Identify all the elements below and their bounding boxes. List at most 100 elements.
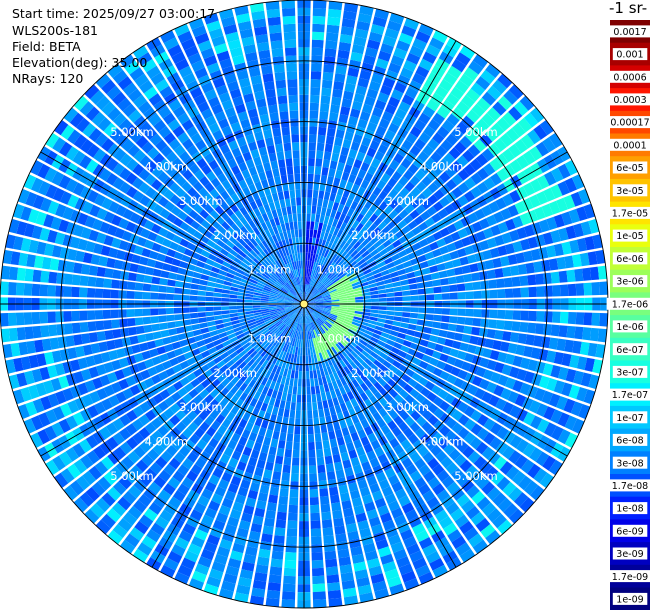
ppi-cell — [306, 268, 309, 277]
ppi-cell — [304, 331, 307, 340]
ppi-cell — [383, 205, 394, 215]
ppi-cell — [378, 397, 389, 408]
ppi-cell — [194, 427, 205, 439]
ppi-cell — [432, 321, 441, 329]
ppi-cell — [351, 321, 360, 327]
ppi-cell — [225, 359, 235, 368]
ppi-cell — [234, 329, 244, 337]
ppi-cell — [206, 360, 216, 369]
ppi-cell — [224, 490, 236, 501]
ppi-cell — [177, 483, 190, 496]
ppi-cell — [340, 572, 354, 582]
ppi-cell — [313, 310, 321, 316]
ppi-cell — [359, 592, 374, 603]
ppi-cell — [199, 421, 210, 433]
ppi-cell — [415, 415, 427, 427]
ppi-cell — [514, 454, 528, 469]
ppi-cell — [261, 310, 270, 314]
ppi-cell — [275, 455, 284, 465]
ppi-cell — [256, 282, 265, 288]
colorbar-label-background — [612, 433, 648, 446]
ppi-cell — [368, 193, 378, 203]
ppi-cell — [261, 291, 270, 296]
ppi-cell — [322, 159, 331, 168]
ppi-cell — [224, 73, 237, 85]
ppi-cell — [214, 194, 225, 205]
ppi-cell — [574, 326, 584, 340]
ppi-cell — [92, 430, 105, 445]
ppi-cell — [228, 140, 239, 151]
ppi-cell — [187, 198, 198, 209]
ppi-cell — [86, 143, 100, 158]
colorbar-label-background — [609, 138, 650, 151]
ppi-cell — [364, 501, 376, 512]
ppi-cell — [412, 38, 427, 51]
ppi-cell — [77, 357, 88, 370]
ppi-cell — [151, 276, 161, 285]
ppi-cell — [277, 293, 286, 298]
ppi-cell — [133, 445, 146, 459]
ppi-cell — [134, 282, 144, 291]
ppi-cell — [67, 400, 80, 414]
ppi-cell — [211, 334, 220, 342]
ppi-cell — [375, 58, 389, 70]
ppi-cell — [457, 427, 470, 440]
ppi-cell — [113, 259, 124, 270]
colorbar-label-background — [612, 547, 648, 560]
ppi-cell — [394, 488, 407, 500]
ppi-cell — [354, 421, 363, 432]
ppi-cell — [268, 255, 275, 264]
ppi-cell — [534, 388, 546, 402]
colorbar-label-background — [606, 206, 650, 219]
ppi-cell — [584, 236, 595, 251]
ppi-cell — [312, 279, 318, 287]
ppi-cell — [174, 23, 190, 37]
ppi-cell — [449, 308, 458, 316]
ppi-cell — [429, 557, 445, 571]
ppi-cell — [475, 153, 489, 167]
ppi-cell — [113, 148, 127, 162]
ppi-cell — [286, 369, 292, 378]
ppi-cell — [550, 324, 560, 337]
ppi-cell — [404, 17, 420, 30]
ppi-cell — [265, 169, 274, 179]
ppi-cell — [80, 368, 92, 381]
ppi-cell — [459, 135, 473, 149]
ppi-cell — [323, 350, 330, 359]
ppi-cell — [196, 157, 208, 169]
ppi-cell — [400, 279, 409, 286]
ppi-cell — [391, 115, 404, 127]
ppi-cell — [213, 287, 223, 293]
ppi-cell — [433, 176, 445, 189]
ppi-cell — [490, 122, 505, 137]
ppi-cell — [461, 499, 475, 514]
ppi-cell — [350, 350, 359, 359]
ppi-cell — [203, 193, 214, 204]
ppi-cell — [304, 284, 307, 293]
ppi-cell — [239, 206, 248, 216]
ppi-cell — [559, 311, 569, 324]
ppi-cell — [163, 419, 175, 432]
ppi-cell — [340, 222, 348, 231]
ppi-cell — [494, 330, 504, 340]
ppi-cell — [388, 234, 399, 244]
ppi-cell — [143, 107, 157, 121]
ppi-cell — [457, 369, 468, 380]
ppi-cell — [476, 414, 489, 427]
ppi-cell — [369, 483, 381, 494]
ppi-cell — [316, 345, 321, 354]
ppi-cell — [358, 247, 367, 256]
ppi-cell — [201, 108, 214, 120]
ppi-cell — [281, 315, 289, 321]
ppi-cell — [247, 489, 259, 500]
ppi-cell — [299, 284, 302, 293]
ppi-cell — [141, 535, 157, 550]
ppi-cell — [52, 455, 66, 471]
ppi-cell — [382, 77, 396, 89]
ppi-cell — [380, 84, 393, 96]
ppi-cell — [439, 400, 451, 412]
ppi-cell — [265, 379, 272, 388]
ppi-cell — [88, 127, 103, 143]
ppi-cell — [370, 336, 379, 344]
ppi-cell — [94, 193, 106, 207]
